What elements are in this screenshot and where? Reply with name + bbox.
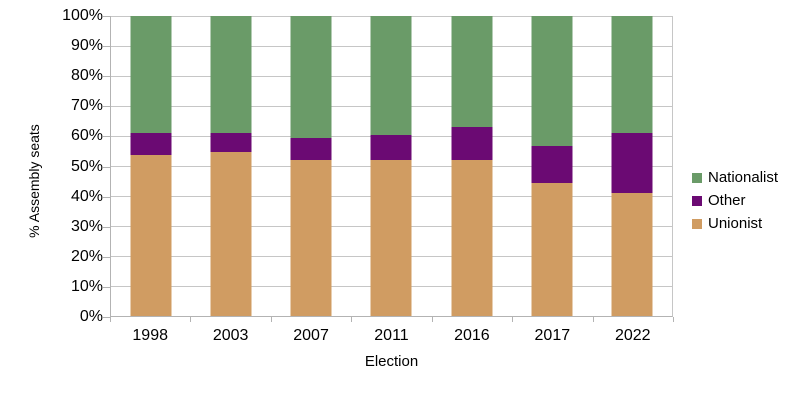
stacked-bar <box>531 16 573 316</box>
stacked-bar <box>210 16 252 316</box>
y-tick-mark <box>103 196 110 198</box>
y-tick-label: 90% <box>70 37 103 55</box>
x-category-label: 2017 <box>534 327 571 344</box>
bar-segment-nationalist <box>611 16 653 133</box>
y-tick-label: 80% <box>70 67 103 85</box>
y-tick-mark <box>103 46 110 48</box>
y-tick-label: 60% <box>70 127 103 145</box>
y-tick-mark <box>103 136 110 138</box>
category-column <box>271 16 351 316</box>
x-category-label: 2016 <box>454 327 490 344</box>
bar-segment-nationalist <box>210 16 252 133</box>
y-tick-mark <box>103 286 110 288</box>
bar-segment-other <box>531 146 573 183</box>
bar-segment-other <box>370 135 412 161</box>
stacked-bar <box>130 16 172 316</box>
stacked-bar <box>290 16 332 316</box>
y-tick-label: 50% <box>70 157 103 175</box>
stacked-bar <box>370 16 412 316</box>
y-tick-label: 10% <box>70 277 103 295</box>
x-category-label: 2011 <box>374 327 409 344</box>
category-column <box>512 16 592 316</box>
legend-item: Nationalist <box>692 166 778 189</box>
bar-segment-nationalist <box>370 16 412 136</box>
x-category-label: 2007 <box>293 327 329 344</box>
stacked-bar <box>611 16 653 316</box>
y-tick-mark <box>103 166 110 168</box>
x-category-labels: 1998 2003 2007 2011 2016 2017 2022 <box>110 327 673 345</box>
legend-label: Unionist <box>708 215 763 232</box>
x-tick-mark <box>592 317 594 322</box>
plot-area <box>110 16 673 317</box>
x-tick-mark <box>431 317 433 322</box>
bar-segment-nationalist <box>531 16 573 147</box>
category-column <box>111 16 191 316</box>
bar-segment-other <box>290 138 332 161</box>
y-tick-label: 40% <box>70 187 103 205</box>
x-tick-mark <box>351 317 353 322</box>
y-tick-label: 70% <box>70 97 103 115</box>
x-tick-mark <box>110 317 111 322</box>
bar-segment-nationalist <box>290 16 332 139</box>
y-tick-label: 30% <box>70 217 103 235</box>
x-tick-mark <box>270 317 272 322</box>
category-column <box>351 16 431 316</box>
x-category-label: 1998 <box>132 327 168 344</box>
bar-segment-other <box>611 132 653 193</box>
bar-segment-unionist <box>370 160 412 316</box>
legend-item: Other <box>692 189 778 212</box>
legend-swatch-nationalist <box>692 172 702 183</box>
x-category-label: 2003 <box>212 327 249 344</box>
bar-segment-other <box>451 127 493 161</box>
bar-segment-unionist <box>210 152 252 316</box>
y-tick-label: 0% <box>79 308 103 325</box>
bar-segment-other <box>210 132 252 153</box>
bar-segment-unionist <box>611 192 653 316</box>
bar-segment-nationalist <box>451 16 493 128</box>
y-axis-title: % Assembly seats <box>26 124 42 238</box>
bar-segment-other <box>130 132 172 155</box>
legend-label: Nationalist <box>708 169 779 186</box>
legend-item: Unionist <box>692 212 778 235</box>
y-tick-mark <box>103 317 110 318</box>
bar-segment-unionist <box>130 154 172 316</box>
bar-segment-unionist <box>451 160 493 316</box>
category-column <box>432 16 512 316</box>
y-tick-label: 20% <box>70 247 103 265</box>
category-column <box>191 16 271 316</box>
x-category-label: 2022 <box>614 327 651 344</box>
y-tick-label: 100% <box>62 7 103 24</box>
x-tick-mark <box>512 317 514 322</box>
legend-swatch-unionist <box>692 218 702 229</box>
x-tick-mark <box>190 317 192 322</box>
stacked-bar <box>451 16 493 316</box>
y-tick-mark <box>103 226 110 228</box>
y-tick-mark <box>103 256 110 258</box>
bar-segment-unionist <box>290 160 332 316</box>
x-tick-mark <box>673 317 674 322</box>
chart-legend: Nationalist Other Unionist <box>692 166 778 235</box>
category-column <box>592 16 672 316</box>
x-axis-title: Election <box>364 353 419 370</box>
bar-segment-nationalist <box>130 16 172 133</box>
y-tick-mark <box>103 16 110 17</box>
bar-segment-unionist <box>531 182 573 316</box>
legend-label: Other <box>708 192 746 209</box>
y-tick-mark <box>103 76 110 78</box>
y-tick-mark <box>103 106 110 108</box>
legend-swatch-other <box>692 195 702 206</box>
